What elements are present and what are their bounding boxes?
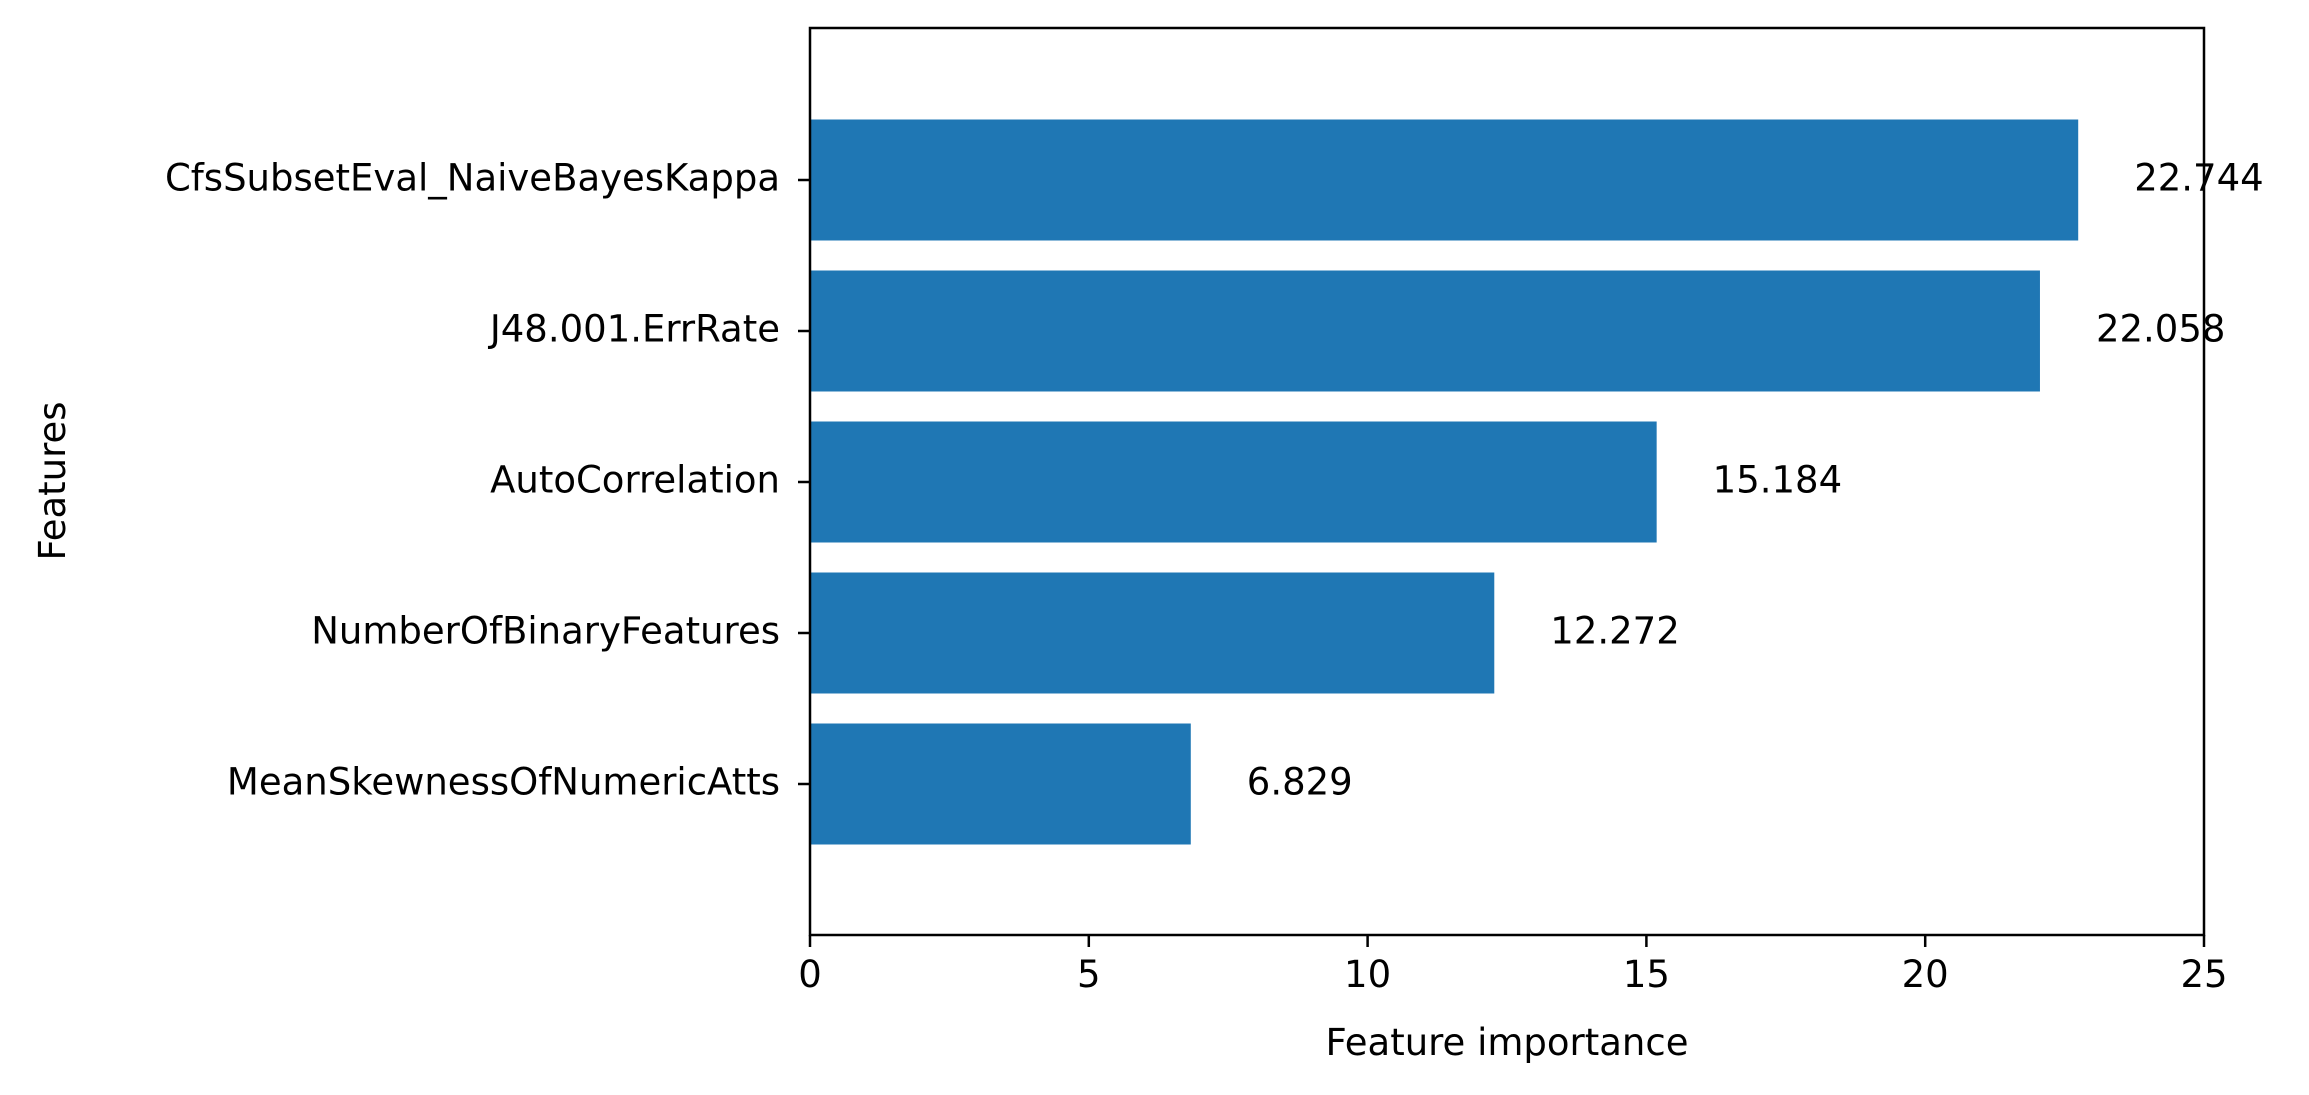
data-label: 12.272	[1550, 610, 1679, 653]
x-tick-label: 15	[1623, 953, 1670, 996]
y-tick-label: J48.001.ErrRate	[488, 308, 780, 351]
bar	[810, 270, 2040, 392]
data-label: 22.058	[2096, 308, 2225, 351]
x-axis-ticks: 0 5 10 15 20 25	[798, 935, 2228, 996]
y-axis-title: Features	[31, 401, 74, 560]
bar	[810, 572, 1495, 694]
bar	[810, 723, 1191, 845]
x-tick-label: 10	[1344, 953, 1391, 996]
x-tick-label: 25	[2180, 953, 2227, 996]
x-tick-label: 5	[1077, 953, 1101, 996]
y-tick-label: MeanSkewnessOfNumericAtts	[227, 761, 780, 804]
y-axis-ticks: CfsSubsetEval_NaiveBayesKappa J48.001.Err…	[165, 157, 810, 804]
x-tick-label: 20	[1902, 953, 1949, 996]
bars-group	[810, 119, 2079, 845]
data-label: 22.744	[2134, 157, 2263, 200]
bar	[810, 119, 2079, 241]
y-tick-label: CfsSubsetEval_NaiveBayesKappa	[165, 157, 780, 200]
x-tick-label: 0	[798, 953, 822, 996]
x-axis-title: Feature importance	[1326, 1021, 1689, 1064]
data-labels-group: 22.744 22.058 15.184 12.272 6.829	[1247, 157, 2264, 804]
data-label: 6.829	[1247, 761, 1353, 804]
bar	[810, 421, 1657, 543]
y-tick-label: NumberOfBinaryFeatures	[311, 610, 780, 653]
data-label: 15.184	[1713, 459, 1842, 502]
plot-frame	[808, 26, 2206, 937]
y-tick-label: AutoCorrelation	[490, 459, 780, 502]
